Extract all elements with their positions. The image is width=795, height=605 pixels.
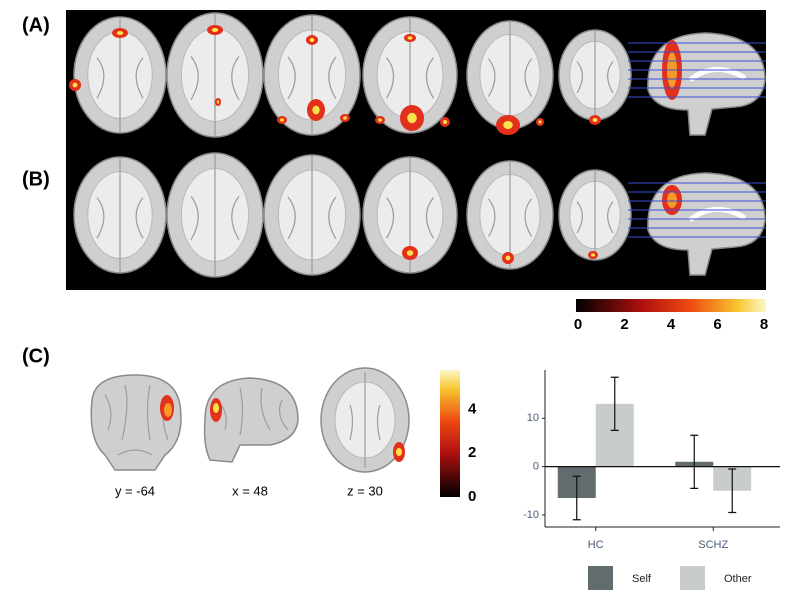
activation <box>592 118 598 122</box>
colorbar-tick-label: 6 <box>713 316 721 333</box>
activation <box>343 116 347 120</box>
x-tick-label: SCHZ <box>698 539 728 551</box>
colorbar <box>576 299 766 312</box>
slice-label: y = -64 <box>115 483 155 498</box>
panel-c-brains <box>90 367 410 473</box>
activation <box>72 82 78 88</box>
error-bar <box>690 434 699 489</box>
legend-label: Other <box>724 573 752 585</box>
sulci <box>190 153 240 277</box>
panel-label: (A) <box>22 14 50 36</box>
activation <box>116 31 124 35</box>
activation <box>505 255 511 261</box>
colorbar-tick-label: 0 <box>574 316 582 333</box>
legend-swatch <box>680 566 705 590</box>
y-tick-label: 0 <box>533 461 539 473</box>
panel-label: (B) <box>22 168 50 190</box>
activation <box>216 100 220 104</box>
error-bar <box>610 376 619 431</box>
x-tick-label: HC <box>588 539 604 551</box>
colorbar-tick-label: 4 <box>667 316 676 333</box>
colorbar-tick-label: 8 <box>760 316 768 333</box>
legend-swatch <box>588 566 613 590</box>
bar-chart: -10 0 10 HC SCHZ Self Other <box>523 370 780 590</box>
colorbar-tick-label: 0 <box>468 488 476 505</box>
brain-slices <box>69 12 766 278</box>
y-tick-label: -10 <box>523 509 539 521</box>
colorbar <box>440 370 460 497</box>
sulci <box>487 21 533 129</box>
panel-label: (C) <box>22 345 50 367</box>
colorbar-tick-label: 2 <box>468 444 476 461</box>
error-bar <box>728 468 737 514</box>
activation <box>407 112 417 124</box>
legend-label: Self <box>632 573 652 585</box>
sulci <box>96 157 144 273</box>
sulci <box>487 161 533 269</box>
activation <box>309 38 315 42</box>
activation <box>503 121 513 129</box>
y-tick-label: 10 <box>527 412 539 424</box>
activation <box>406 250 414 256</box>
sulci <box>576 170 614 260</box>
activation <box>211 28 219 32</box>
activation <box>280 118 284 122</box>
activation <box>591 253 595 257</box>
slice-label: z = 30 <box>347 483 383 498</box>
activation <box>312 105 320 115</box>
activation <box>378 118 382 122</box>
activation <box>538 120 542 124</box>
colorbar-tick-label: 4 <box>468 400 477 417</box>
activation <box>407 36 413 40</box>
slice-label: x = 48 <box>232 483 268 498</box>
activation <box>667 192 677 208</box>
sulci <box>576 30 614 120</box>
colorbar-tick-label: 2 <box>620 316 628 333</box>
error-bar <box>572 475 581 521</box>
sulci <box>287 155 337 275</box>
activation <box>443 120 447 124</box>
